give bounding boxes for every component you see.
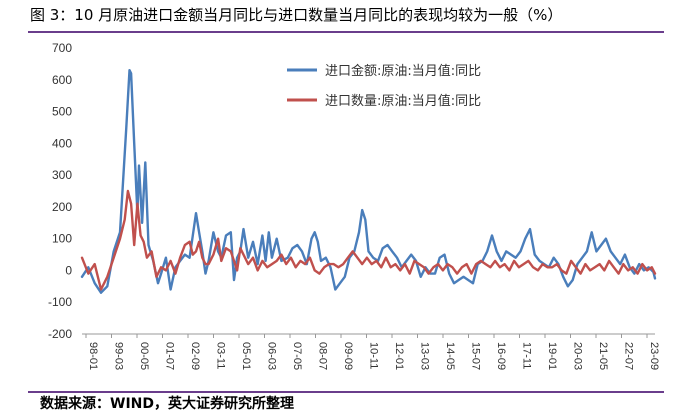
y-tick-label: 500 bbox=[52, 105, 72, 119]
legend-label-1: 进口金额:原油:当月值:同比 bbox=[325, 63, 481, 79]
x-tick-label: 09-09 bbox=[342, 342, 354, 370]
x-tick-label: 00-05 bbox=[138, 342, 150, 370]
y-tick-label: 600 bbox=[52, 73, 72, 87]
source-note: 数据来源：WIND，英大证券研究所整理 bbox=[40, 396, 294, 412]
x-tick-label: 98-01 bbox=[87, 342, 99, 370]
x-tick-label: 17-11 bbox=[521, 342, 533, 369]
x-tick-label: 15-07 bbox=[470, 342, 482, 370]
x-tick-label: 99-03 bbox=[113, 342, 125, 370]
x-tick-label: 13-03 bbox=[419, 342, 431, 370]
y-tick-label: 100 bbox=[52, 232, 72, 246]
x-tick-label: 03-11 bbox=[215, 342, 227, 369]
x-tick-label: 01-07 bbox=[164, 342, 176, 370]
x-tick-label: 12-01 bbox=[393, 342, 405, 370]
series-line-2 bbox=[80, 189, 657, 291]
footer-rule bbox=[28, 391, 664, 393]
x-tick-label: 06-03 bbox=[266, 342, 278, 370]
x-tick-label: 23-09 bbox=[648, 342, 660, 370]
x-tick-label: 22-07 bbox=[623, 342, 635, 370]
x-tick-label: 20-03 bbox=[572, 342, 584, 370]
x-tick-label: 10-11 bbox=[368, 342, 380, 369]
y-tick-label: 200 bbox=[52, 200, 72, 214]
y-tick-label: -200 bbox=[48, 327, 72, 341]
y-tick-label: 700 bbox=[52, 41, 72, 55]
title-rule bbox=[28, 31, 664, 33]
x-tick-label: 08-07 bbox=[317, 342, 329, 370]
x-tick-label: 19-01 bbox=[546, 342, 558, 370]
y-tick-label: 400 bbox=[52, 136, 72, 150]
line-chart: 700 600 500 400 300 200 100 0 -100 -200 98-01 99-0… bbox=[48, 41, 660, 370]
x-tick-label: 14-05 bbox=[444, 342, 456, 370]
x-tick-label: 05-01 bbox=[240, 342, 252, 370]
legend-label-2: 进口数量:原油:当月值:同比 bbox=[325, 93, 481, 109]
y-tick-label: 0 bbox=[65, 263, 72, 277]
x-tick-label: 07-05 bbox=[291, 342, 303, 370]
figure-title: 图 3：10 月原油进口金额当月同比与进口数量当月同比的表现均较为一般（%） bbox=[30, 6, 563, 24]
y-tick-label: -100 bbox=[48, 295, 72, 309]
x-tick-label: 16-09 bbox=[495, 342, 507, 370]
y-tick-label: 300 bbox=[52, 168, 72, 182]
x-tick-label: 02-09 bbox=[189, 342, 201, 370]
x-tick-label: 21-05 bbox=[597, 342, 609, 370]
